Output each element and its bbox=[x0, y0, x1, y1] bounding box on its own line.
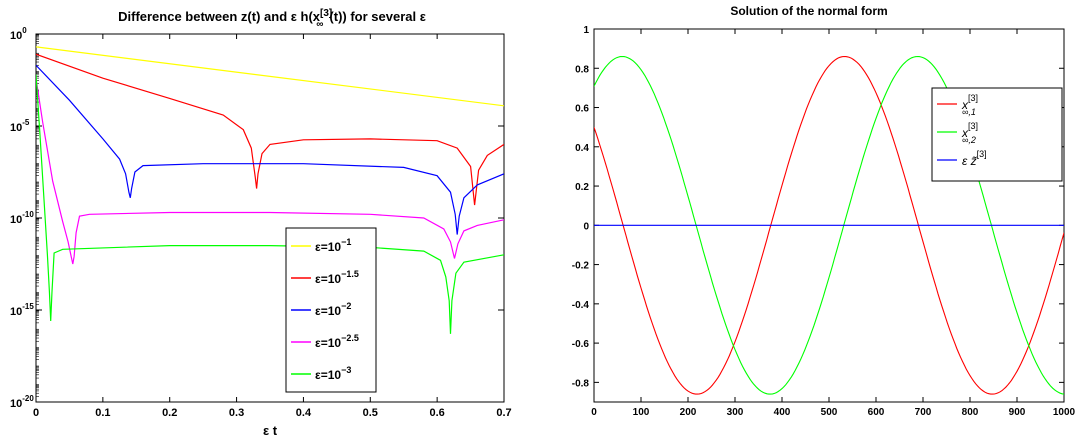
y-tick-exponent: -10 bbox=[22, 210, 34, 219]
legend-label: ε z̃[3] bbox=[962, 149, 987, 168]
legend-label-subscript: ∞,2 bbox=[962, 135, 976, 145]
chart-title: Difference between z(t) and ε h(x[3] ∞ (t)… bbox=[118, 8, 426, 30]
series-line-2 bbox=[36, 53, 504, 206]
x-tick-label: 200 bbox=[680, 407, 697, 418]
legend-label-base: ε=10 bbox=[315, 240, 341, 254]
plot-area bbox=[593, 28, 1065, 403]
chart-title-superscript: [3] bbox=[320, 8, 332, 19]
legend-label: ε=10−3 bbox=[315, 365, 351, 382]
y-tick-label: 1 bbox=[583, 25, 589, 36]
x-tick-label: 300 bbox=[727, 407, 744, 418]
y-tick-label: 0.2 bbox=[575, 182, 589, 193]
series-line-1 bbox=[36, 46, 504, 107]
legend-label-base: x bbox=[961, 126, 969, 140]
y-tick-label: 0.8 bbox=[575, 64, 589, 75]
series-line-3 bbox=[36, 64, 504, 235]
legend-label: ε=10−1.5 bbox=[315, 269, 359, 286]
y-tick-base: 10 bbox=[10, 122, 22, 134]
series-line-4 bbox=[36, 78, 504, 265]
y-tick-base: 10 bbox=[10, 30, 22, 42]
chart-title-subscript: ∞ bbox=[316, 19, 323, 30]
y-tick-base: 10 bbox=[10, 398, 22, 410]
legend-label: x[3] ∞,2 bbox=[961, 121, 978, 145]
x-tick-label: 800 bbox=[962, 407, 979, 418]
legend-label-base: x bbox=[961, 98, 969, 112]
y-tick-label: -0.2 bbox=[572, 261, 590, 272]
series-line-2 bbox=[594, 55, 1064, 395]
y-tick-label: 0 bbox=[583, 221, 589, 232]
legend-label-superscript: [3] bbox=[977, 149, 987, 159]
y-tick-label: 0.4 bbox=[575, 143, 589, 154]
legend-label-base: ε z̃ bbox=[962, 154, 977, 168]
y-tick-base: 10 bbox=[10, 306, 22, 318]
chart-title-text: Difference between z(t) and ε h(x bbox=[118, 9, 321, 24]
x-tick-label: 1000 bbox=[1053, 407, 1075, 418]
x-tick-label: 0.4 bbox=[296, 407, 312, 419]
x-tick-label: 0.3 bbox=[229, 407, 244, 419]
legend-label-superscript: [3] bbox=[968, 121, 978, 131]
y-tick-exponent: -15 bbox=[22, 302, 34, 311]
x-tick-label: 500 bbox=[821, 407, 838, 418]
y-tick-label: -0.6 bbox=[572, 339, 590, 350]
legend-label: ε=10−2.5 bbox=[315, 333, 359, 350]
legend-label-exponent: −1.5 bbox=[341, 269, 359, 279]
legend-label-base: ε=10 bbox=[315, 304, 341, 318]
legend-label-exponent: −2.5 bbox=[341, 333, 359, 343]
y-tick-exponent: -5 bbox=[22, 118, 30, 127]
x-tick-label: 0 bbox=[591, 407, 597, 418]
right-chart: Solution of the normal form 0 100 200 300 400… bbox=[572, 4, 1075, 418]
y-tick-label: 10-5 bbox=[10, 118, 30, 134]
legend-label-exponent: −1 bbox=[341, 237, 351, 247]
x-tick-label: 0.6 bbox=[429, 407, 444, 419]
y-tick-label: 0.6 bbox=[575, 104, 589, 115]
series-line-5 bbox=[36, 74, 504, 334]
x-tick-label: 600 bbox=[868, 407, 885, 418]
left-chart: Difference between z(t) and ε h(x[3] ∞ (t)… bbox=[10, 8, 512, 438]
chart-title-end: (t)) for several ε bbox=[329, 9, 425, 24]
legend-label-exponent: −2 bbox=[341, 301, 351, 311]
x-tick-label: 0.2 bbox=[162, 407, 177, 419]
x-tick-label: 400 bbox=[774, 407, 791, 418]
chart-title: Solution of the normal form bbox=[730, 4, 887, 18]
legend-label-base: ε=10 bbox=[315, 368, 341, 382]
x-tick-label: 0.5 bbox=[363, 407, 378, 419]
y-tick-exponent: 0 bbox=[22, 26, 27, 35]
y-tick-exponent: -20 bbox=[22, 394, 34, 403]
x-tick-label: 100 bbox=[633, 407, 650, 418]
y-tick-label: 100 bbox=[10, 26, 27, 42]
y-tick-label: -0.4 bbox=[572, 300, 590, 311]
legend-label: ε=10−1 bbox=[315, 237, 351, 254]
legend-label: ε=10−2 bbox=[315, 301, 351, 318]
series-line-1 bbox=[594, 55, 1064, 395]
legend-label-superscript: [3] bbox=[968, 93, 978, 103]
x-axis-label: ε t bbox=[263, 423, 278, 438]
legend-label-exponent: −3 bbox=[341, 365, 351, 375]
y-tick-label: 10-15 bbox=[10, 302, 34, 318]
legend-label-subscript: ∞,1 bbox=[962, 107, 976, 117]
legend-label: x[3] ∞,1 bbox=[961, 93, 978, 117]
x-tick-label: 0.7 bbox=[496, 407, 511, 419]
x-tick-label: 700 bbox=[915, 407, 932, 418]
y-tick-label: -0.8 bbox=[572, 378, 590, 389]
x-tick-label: 0.1 bbox=[95, 407, 110, 419]
x-tick-label: 0 bbox=[33, 407, 39, 419]
y-tick-base: 10 bbox=[10, 214, 22, 226]
plot-area bbox=[35, 33, 505, 403]
y-tick-label: 10-10 bbox=[10, 210, 34, 226]
legend-box bbox=[931, 87, 1063, 182]
x-tick-label: 900 bbox=[1009, 407, 1026, 418]
y-tick-label: 10-20 bbox=[10, 394, 34, 410]
legend-label-base: ε=10 bbox=[315, 336, 341, 350]
legend-label-base: ε=10 bbox=[315, 272, 341, 286]
